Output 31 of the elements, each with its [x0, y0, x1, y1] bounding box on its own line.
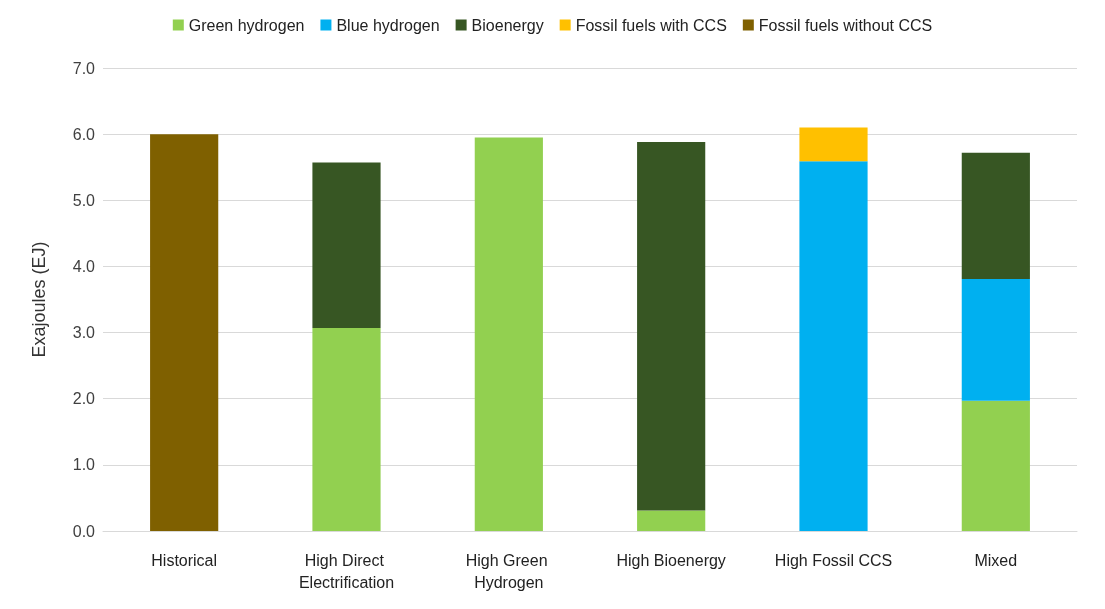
bar — [150, 134, 219, 531]
bar — [312, 327, 381, 531]
y-tick-label: 7.0 — [72, 59, 96, 77]
bar — [799, 161, 868, 531]
bar — [961, 279, 1030, 401]
legend-label: Green hydrogen — [188, 16, 305, 34]
bar — [637, 142, 706, 511]
y-tick-label: 0.0 — [72, 522, 96, 540]
bar — [474, 137, 543, 531]
y-tick-label: 3.0 — [72, 324, 96, 342]
y-axis-title: Exajoules (EJ) — [29, 241, 49, 358]
y-tick-label: 1.0 — [72, 456, 96, 474]
y-tick-label: 4.0 — [72, 257, 96, 275]
x-tick-label: High Direct Electrification — [298, 551, 395, 591]
y-tick-label: 2.0 — [72, 390, 96, 408]
x-tick-label: High Green Hydrogen — [465, 551, 552, 591]
legend-label: Blue hydrogen — [336, 16, 440, 34]
legend-label: Fossil fuels with CCS — [575, 16, 727, 34]
x-tick-label: High Fossil CCS — [774, 551, 893, 569]
bar — [637, 510, 706, 531]
x-tick-label: Historical — [151, 551, 218, 569]
x-tick-label: Mixed — [974, 551, 1018, 569]
bar — [961, 152, 1030, 279]
legend-label: Bioenergy — [471, 16, 544, 34]
bar — [799, 127, 868, 162]
bar — [312, 162, 381, 328]
y-tick-label: 5.0 — [72, 191, 96, 209]
y-tick-label: 6.0 — [72, 125, 96, 143]
legend-label: Fossil fuels without CCS — [758, 16, 933, 34]
x-tick-label: High Bioenergy — [616, 551, 726, 569]
bar — [961, 400, 1030, 531]
